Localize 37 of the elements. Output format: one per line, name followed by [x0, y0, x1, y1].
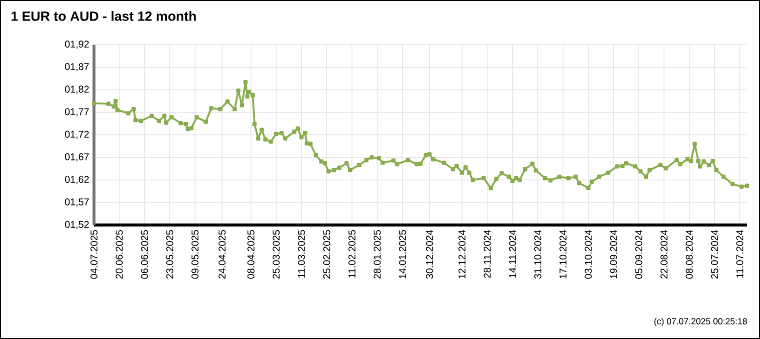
- x-tick-label: 30.12.2024: [426, 230, 434, 279]
- x-tick-label: 11.03.2025: [298, 230, 305, 278]
- y-tick-label: 01,92: [64, 40, 89, 49]
- x-tick-label: 11.07.2024: [736, 230, 744, 278]
- x-tick-label: 04.07.2025: [90, 230, 98, 279]
- y-tick-label: 01,52: [64, 220, 89, 230]
- y-tick-label: 01,67: [64, 153, 89, 162]
- x-tick-label: 28.11.2024: [484, 230, 491, 278]
- x-tick-label: 23.05.2025: [166, 230, 174, 279]
- y-tick-label: 01,82: [64, 86, 89, 94]
- x-tick-label: 25.07.2024: [711, 230, 718, 279]
- x-tick-label: 14.01.2025: [398, 230, 406, 278]
- x-tick-label: 19.09.2024: [610, 230, 618, 278]
- y-tick-label: 01,57: [64, 198, 89, 207]
- y-tick-label: 01,72: [64, 130, 89, 139]
- text: (c) 07.07.2025 00:25:18: [654, 318, 747, 326]
- y-tick-label: 01,87: [64, 63, 89, 72]
- x-tick-label: 08.08.2024: [686, 230, 693, 279]
- x-tick-label: 06.06.2025: [140, 230, 148, 279]
- x-tick-label: 03.10.2024: [584, 230, 592, 279]
- x-tick-label: 24.04.2025: [218, 230, 226, 279]
- x-tick-label: 22.08.2024: [660, 230, 668, 279]
- x-tick-label: 25.02.2025: [323, 230, 330, 279]
- x-tick-label: 17.10.2024: [560, 230, 567, 278]
- y-tick-label: 01,62: [64, 176, 89, 184]
- x-tick-label: 12.12.2024: [458, 230, 466, 278]
- chart-title: 1 EUR to AUD - last 12 month: [12, 11, 196, 21]
- x-tick-label: 09.05.2025: [192, 230, 199, 279]
- x-tick-label: 11.02.2025: [348, 230, 356, 278]
- x-tick-label: 28.01.2025: [374, 230, 381, 279]
- x-tick-label: 05.09.2024: [635, 230, 642, 279]
- x-tick-label: 14.11.2024: [508, 230, 516, 278]
- x-tick-label: 31.10.2024: [534, 230, 542, 279]
- x-tick-label: 25.03.2025: [272, 230, 280, 279]
- y-tick-label: 01,77: [64, 108, 89, 116]
- x-tick-label: 08.04.2025: [247, 230, 254, 279]
- x-tick-label: 20.06.2025: [116, 230, 123, 279]
